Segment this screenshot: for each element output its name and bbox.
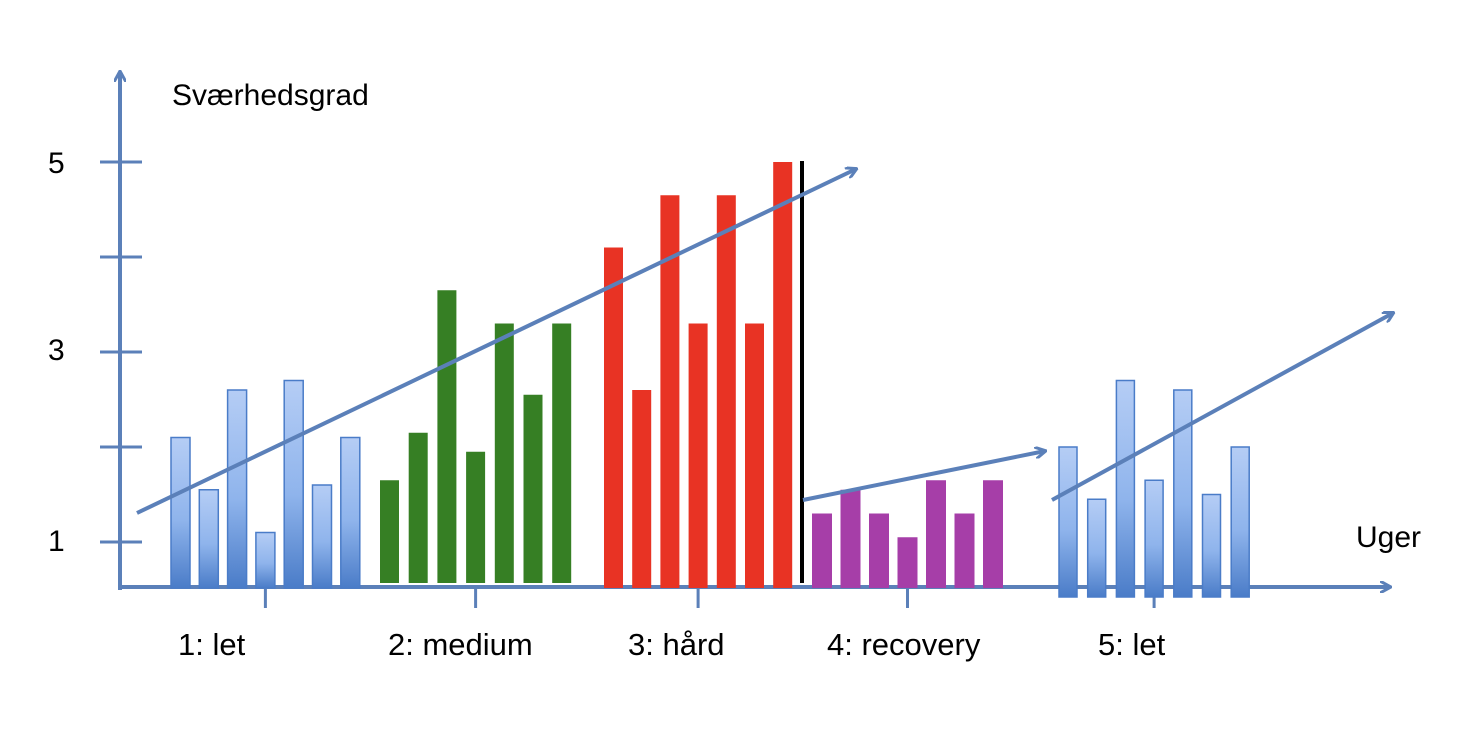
bar-week3-7 <box>773 162 793 588</box>
bar-week2-5 <box>494 323 514 583</box>
trend-arrow-next <box>1051 313 1393 502</box>
bar-week4-1 <box>812 513 832 588</box>
bar-week5-4 <box>1144 479 1164 598</box>
bar-week5-1 <box>1058 446 1078 598</box>
bar-week2-3 <box>437 290 457 583</box>
y-ticks <box>100 160 142 544</box>
bar-week3-3 <box>660 195 680 588</box>
bar-week2-4 <box>466 451 486 583</box>
bar-week1-4 <box>255 531 276 589</box>
y-axis-label: Sværhedsgrad <box>172 79 369 112</box>
y-tick-label-1: 1 <box>48 525 65 558</box>
bar-week1-1 <box>170 436 191 589</box>
bar-week2-7 <box>552 323 572 583</box>
week-label-2: 2: medium <box>388 627 533 662</box>
bar-week4-3 <box>869 513 889 588</box>
bar-week4-7 <box>983 480 1003 588</box>
bar-week4-6 <box>954 513 975 588</box>
bar-week2-1 <box>380 480 399 583</box>
bar-week2-2 <box>408 432 428 583</box>
bar-week5-2 <box>1086 498 1107 598</box>
trend-arrow-recovery <box>802 451 1045 502</box>
week-label-5: 5: let <box>1098 627 1166 662</box>
bar-week5-5 <box>1173 389 1193 598</box>
bar-week5-7 <box>1230 446 1250 598</box>
week-labels: 1: let 2: medium 3: hård 4: recovery 5: … <box>178 627 1166 662</box>
week-label-3: 3: hård <box>628 627 725 662</box>
bar-week1-5 <box>283 379 304 589</box>
bar-week4-4 <box>897 537 918 588</box>
bar-week4-5 <box>926 480 946 588</box>
bar-week1-2 <box>198 489 220 589</box>
bar-week5-3 <box>1115 379 1136 598</box>
bar-week4-2 <box>840 489 861 588</box>
bar-week1-6 <box>311 484 333 589</box>
bar-week3-6 <box>745 323 764 588</box>
bar-week3-1 <box>604 247 623 588</box>
x-axis-label: Uger <box>1356 521 1421 554</box>
bar-week2-6 <box>523 394 543 583</box>
bar-week3-4 <box>688 323 708 588</box>
y-tick-label-3: 3 <box>48 334 65 367</box>
bars <box>170 162 1250 598</box>
bar-week1-7 <box>340 436 361 589</box>
bar-week5-6 <box>1201 493 1222 598</box>
week-label-1: 1: let <box>178 627 246 662</box>
bar-week3-5 <box>716 195 736 588</box>
trend-arrows <box>136 169 1393 515</box>
trend-arrow-build <box>136 169 856 515</box>
week-label-4: 4: recovery <box>827 627 981 662</box>
y-tick-labels: 5 3 1 <box>48 147 65 558</box>
bar-week1-3 <box>226 389 248 589</box>
y-tick-label-5: 5 <box>48 147 65 180</box>
bar-week3-2 <box>632 390 652 588</box>
